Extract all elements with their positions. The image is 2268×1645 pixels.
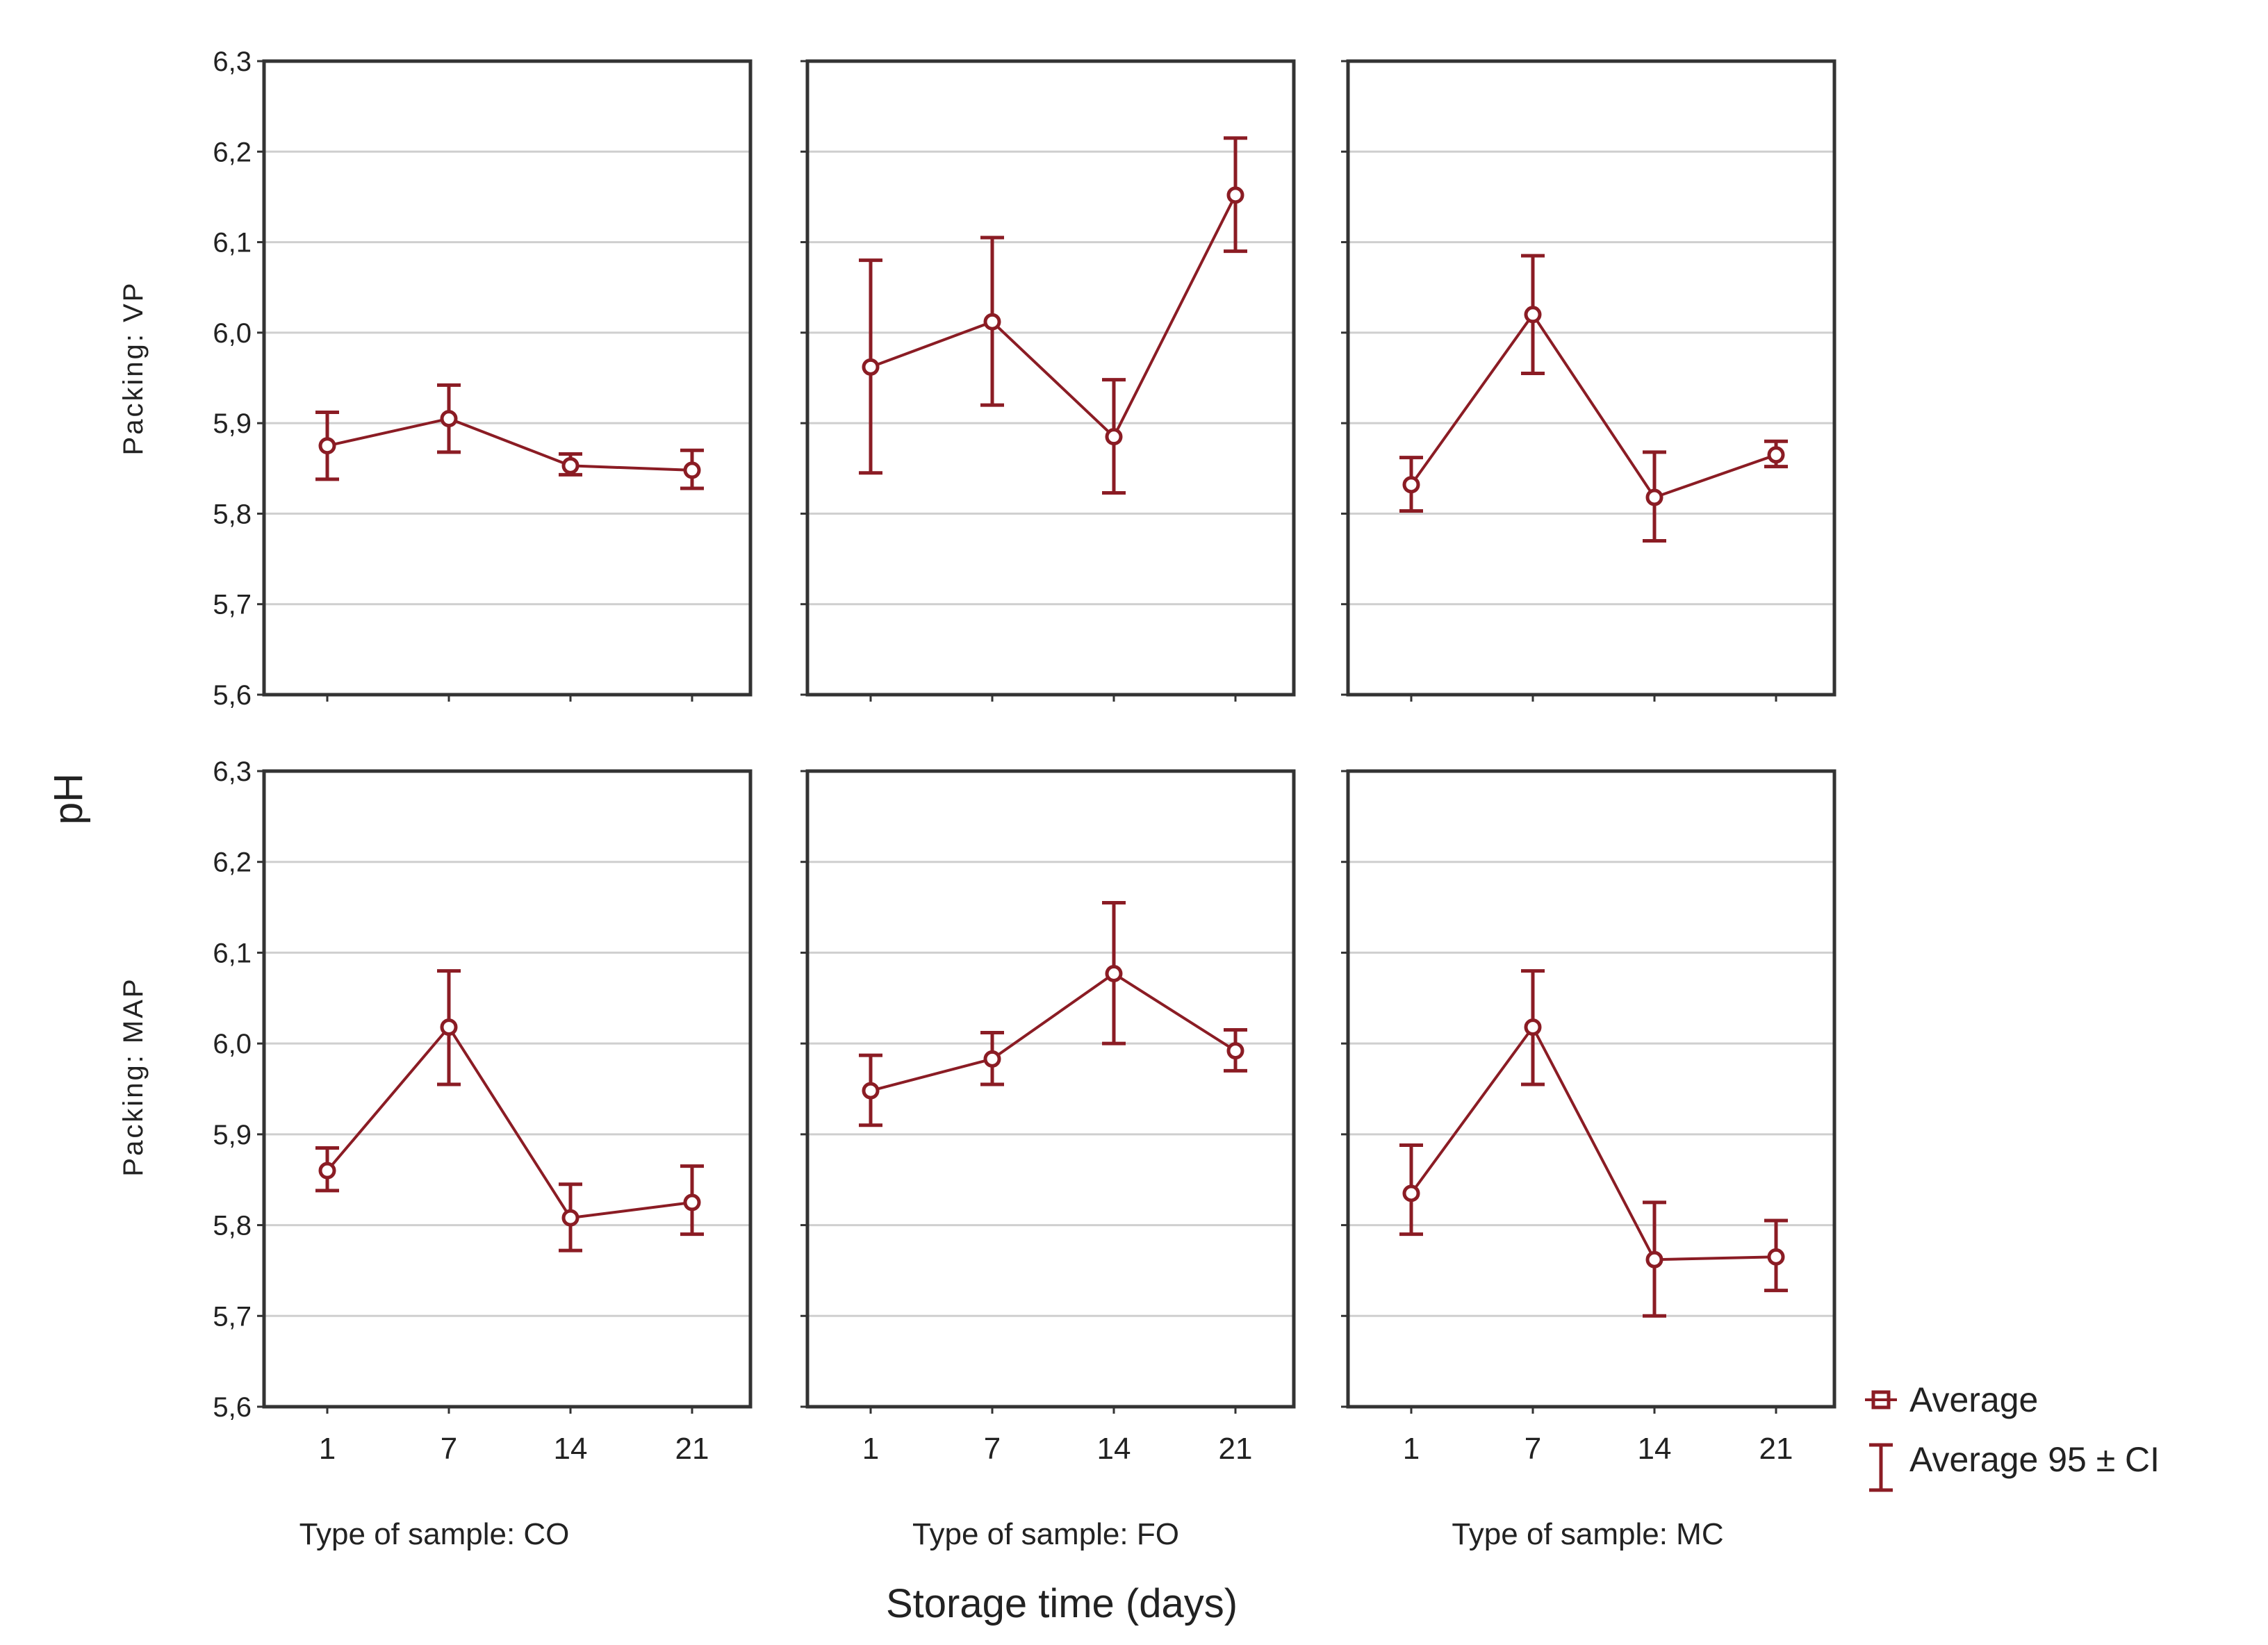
data-point	[862, 358, 880, 376]
panel-frame	[1346, 59, 1836, 697]
panel-frame	[262, 769, 753, 1409]
data-point	[1645, 488, 1663, 506]
y-axis-title: pH	[46, 773, 91, 825]
data-point	[1524, 306, 1542, 324]
panel-background	[264, 771, 750, 1407]
x-tick-label: 1	[319, 1432, 336, 1466]
panel-1	[800, 59, 1296, 702]
sample-label-co: Type of sample: CO	[299, 1517, 570, 1551]
panel-frame	[1346, 769, 1836, 1409]
data-point	[1767, 446, 1785, 464]
data-point	[683, 461, 701, 479]
data-point	[440, 410, 458, 428]
data-point	[561, 456, 580, 474]
data-point	[1402, 476, 1420, 494]
x-tick-label: 7	[984, 1432, 1001, 1466]
data-point	[683, 1193, 701, 1212]
y-tick-label: 5,8	[213, 1211, 252, 1241]
panel-2	[1341, 59, 1836, 702]
y-tick-label: 5,7	[213, 590, 252, 620]
y-tick-label: 6,3	[213, 757, 252, 787]
y-tick-label: 6,0	[213, 318, 252, 349]
data-point	[1226, 1042, 1244, 1060]
y-tick-label: 5,9	[213, 1120, 252, 1150]
y-tick-label: 6,0	[213, 1029, 252, 1059]
series-line	[1410, 1024, 1777, 1262]
data-point	[318, 1162, 336, 1180]
panel-5: 1 7 14 21	[1341, 769, 1836, 1466]
x-tick-label: 21	[675, 1432, 709, 1466]
x-tick-label: 14	[554, 1432, 588, 1466]
sample-label-mc: Type of sample: MC	[1452, 1517, 1723, 1551]
panels-layer: 5,6 5,7 5,8 5,9 6,0 6,1 6,2 6,3 5,6 5,7 5,8 5,9 6,0 6…	[213, 47, 1836, 1466]
data-point	[1767, 1248, 1785, 1266]
panel-4: 1 7 14 21	[800, 769, 1296, 1466]
legend-average-label: Average	[1909, 1380, 2038, 1419]
x-tick-label: 14	[1638, 1432, 1672, 1466]
x-tick-label: 7	[1525, 1432, 1541, 1466]
y-tick-label: 6,1	[213, 938, 252, 968]
series-line	[870, 972, 1237, 1093]
data-point	[1105, 964, 1123, 982]
y-tick-label: 5,7	[213, 1301, 252, 1332]
panel-0: 5,6 5,7 5,8 5,9 6,0 6,1 6,2 6,3	[213, 47, 753, 711]
x-tick-label: 21	[1219, 1432, 1253, 1466]
panel-frame	[262, 59, 753, 697]
y-tick-label: 6,2	[213, 848, 252, 878]
y-tick-label: 5,6	[213, 680, 252, 711]
series-line	[326, 1025, 693, 1220]
y-tick-label: 5,8	[213, 499, 252, 529]
x-tick-label: 14	[1097, 1432, 1131, 1466]
panel-background	[1348, 61, 1834, 695]
sample-label-fo: Type of sample: FO	[912, 1517, 1179, 1551]
panel-background	[264, 61, 750, 695]
y-tick-label: 6,1	[213, 228, 252, 258]
y-tick-label: 5,6	[213, 1392, 252, 1423]
series-line	[1410, 312, 1777, 499]
data-point	[440, 1018, 458, 1036]
panel-frame	[805, 769, 1296, 1409]
series-line	[327, 417, 693, 472]
data-point	[1226, 186, 1244, 204]
panel-background	[1348, 771, 1834, 1407]
data-point	[1105, 428, 1123, 446]
data-point	[1645, 1250, 1663, 1268]
x-tick-label: 7	[441, 1432, 457, 1466]
data-point	[983, 1050, 1001, 1068]
y-tick-label: 6,3	[213, 47, 252, 77]
row-label-vp: Packing: VP	[118, 281, 149, 456]
panel-frame	[805, 59, 1296, 697]
data-point	[1524, 1018, 1542, 1036]
x-tick-label: 1	[862, 1432, 879, 1466]
panel-background	[807, 771, 1294, 1407]
y-tick-label: 5,9	[213, 408, 252, 439]
row-label-map: Packing: MAP	[118, 977, 149, 1176]
legend: Average Average 95 ± CI	[1865, 1380, 2160, 1492]
legend-ci-label: Average 95 ± CI	[1909, 1440, 2160, 1479]
x-tick-label: 1	[1403, 1432, 1420, 1466]
data-point	[983, 313, 1001, 331]
x-axis-title: Storage time (days)	[886, 1581, 1238, 1626]
x-tick-label: 21	[1759, 1432, 1793, 1466]
data-point	[862, 1082, 880, 1100]
y-tick-label: 6,2	[213, 137, 252, 167]
panel-3: 5,6 5,7 5,8 5,9 6,0 6,1 6,2 6,3 1 7 14 21	[213, 757, 753, 1466]
data-point	[318, 437, 336, 455]
series-line	[870, 194, 1237, 439]
data-point	[561, 1209, 580, 1227]
data-point	[1402, 1184, 1420, 1202]
